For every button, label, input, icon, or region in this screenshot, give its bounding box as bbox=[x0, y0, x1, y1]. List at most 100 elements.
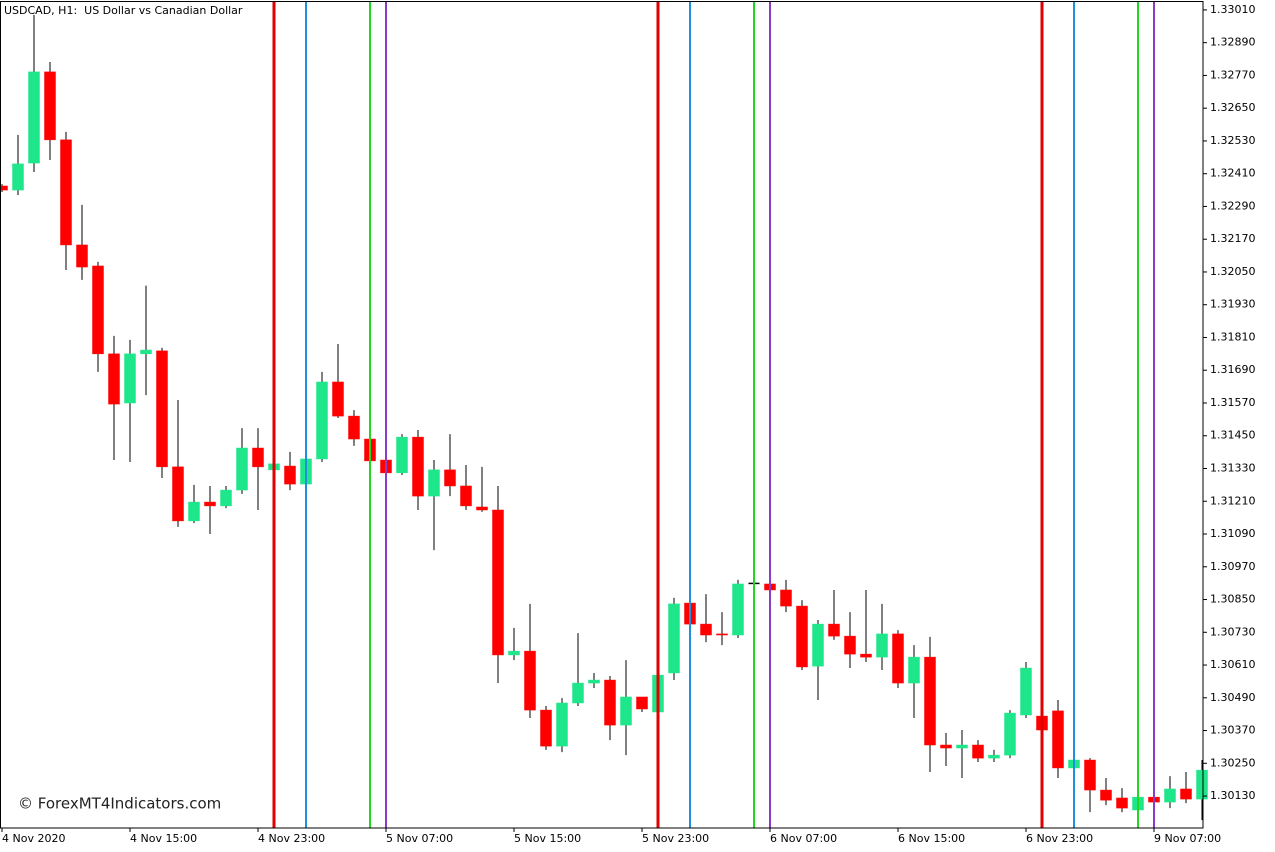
y-tick-label: 1.32530 bbox=[1210, 134, 1256, 147]
candle-body bbox=[1084, 759, 1096, 791]
candle-body bbox=[668, 603, 680, 674]
candle-body bbox=[348, 415, 360, 440]
y-tick-label: 1.31930 bbox=[1210, 298, 1256, 311]
candle-body bbox=[284, 465, 296, 485]
y-tick-label: 1.32050 bbox=[1210, 265, 1256, 278]
candle-body bbox=[620, 696, 632, 726]
plot-area bbox=[0, 2, 1208, 828]
y-tick-label: 1.30130 bbox=[1210, 789, 1256, 802]
y-tick-label: 1.32770 bbox=[1210, 68, 1256, 81]
candle-body bbox=[732, 583, 744, 636]
candle-body bbox=[140, 349, 152, 355]
candle-body bbox=[876, 633, 888, 658]
candle-body bbox=[1004, 712, 1016, 756]
candle-body bbox=[492, 509, 504, 656]
candle-body bbox=[556, 702, 568, 747]
y-tick-label: 1.31810 bbox=[1210, 330, 1256, 343]
candle-body bbox=[716, 633, 728, 636]
candle-body bbox=[1196, 769, 1208, 800]
candle-body bbox=[428, 469, 440, 497]
y-tick-label: 1.31210 bbox=[1210, 494, 1256, 507]
candle-body bbox=[172, 466, 184, 522]
candle-body bbox=[540, 709, 552, 747]
candle-body bbox=[700, 623, 712, 636]
y-tick-label: 1.32410 bbox=[1210, 167, 1256, 180]
candle-body bbox=[444, 469, 456, 487]
y-tick-label: 1.32890 bbox=[1210, 36, 1256, 49]
candle-body bbox=[108, 353, 120, 405]
x-tick-label: 4 Nov 23:00 bbox=[258, 832, 325, 845]
candle-body bbox=[220, 489, 232, 507]
y-tick-label: 1.31690 bbox=[1210, 363, 1256, 376]
candle-body bbox=[188, 501, 200, 522]
watermark: © ForexMT4Indicators.com bbox=[18, 795, 221, 813]
y-tick-label: 1.30490 bbox=[1210, 691, 1256, 704]
candle-body bbox=[604, 679, 616, 726]
candle-body bbox=[524, 650, 536, 711]
candle-body bbox=[908, 656, 920, 684]
candle-body bbox=[396, 436, 408, 474]
y-tick-label: 1.30250 bbox=[1210, 756, 1256, 769]
candle-body bbox=[1180, 788, 1192, 800]
candle-body bbox=[588, 679, 600, 684]
candle-body bbox=[860, 653, 872, 658]
candle-body bbox=[44, 71, 56, 141]
candle-body bbox=[1052, 710, 1064, 769]
candle-body bbox=[156, 350, 168, 468]
y-tick-label: 1.32650 bbox=[1210, 101, 1256, 114]
candle-body bbox=[828, 623, 840, 637]
candle-body bbox=[252, 447, 264, 468]
y-tick-label: 1.32170 bbox=[1210, 232, 1256, 245]
candle-body bbox=[572, 682, 584, 704]
y-tick-label: 1.31090 bbox=[1210, 527, 1256, 540]
candle-body bbox=[1116, 797, 1128, 809]
candle-body bbox=[924, 656, 936, 746]
x-tick-label: 4 Nov 2020 bbox=[2, 832, 65, 845]
x-tick-label: 6 Nov 23:00 bbox=[1026, 832, 1093, 845]
candle-body bbox=[12, 163, 24, 191]
candle-body bbox=[1100, 789, 1112, 801]
candle-body bbox=[892, 633, 904, 684]
candle-body bbox=[28, 71, 40, 164]
candle-body bbox=[844, 635, 856, 655]
x-tick-label: 6 Nov 15:00 bbox=[898, 832, 965, 845]
y-tick-label: 1.31450 bbox=[1210, 429, 1256, 442]
candle-body bbox=[332, 381, 344, 417]
candle-body bbox=[76, 244, 88, 268]
plot-frame bbox=[0, 1, 1204, 829]
candle-body bbox=[92, 265, 104, 355]
candle-body bbox=[780, 589, 792, 607]
candle-body bbox=[956, 744, 968, 749]
candle-body bbox=[1164, 788, 1176, 803]
x-tick-label: 5 Nov 07:00 bbox=[386, 832, 453, 845]
y-tick-label: 1.30970 bbox=[1210, 560, 1256, 573]
candle-body bbox=[796, 605, 808, 668]
candle-body bbox=[940, 744, 952, 749]
x-tick-label: 4 Nov 15:00 bbox=[130, 832, 197, 845]
y-tick-label: 1.30850 bbox=[1210, 593, 1256, 606]
candle-body bbox=[316, 381, 328, 460]
y-tick-label: 1.30370 bbox=[1210, 724, 1256, 737]
candle-body bbox=[508, 650, 520, 656]
candle-body bbox=[0, 185, 8, 191]
y-tick-label: 1.30610 bbox=[1210, 658, 1256, 671]
x-tick-label: 5 Nov 15:00 bbox=[514, 832, 581, 845]
y-tick-label: 1.32290 bbox=[1210, 199, 1256, 212]
candle-body bbox=[476, 506, 488, 511]
candle-body bbox=[988, 754, 1000, 759]
x-tick-label: 6 Nov 07:00 bbox=[770, 832, 837, 845]
candle-body bbox=[636, 696, 648, 710]
candle-body bbox=[236, 447, 248, 491]
candle-body bbox=[124, 353, 136, 404]
x-tick-label: 5 Nov 23:00 bbox=[642, 832, 709, 845]
candle-body bbox=[1020, 667, 1032, 716]
candle-body bbox=[972, 744, 984, 759]
y-tick-label: 1.30730 bbox=[1210, 625, 1256, 638]
x-tick-label: 9 Nov 07:00 bbox=[1154, 832, 1221, 845]
chart-title: USDCAD, H1: US Dollar vs Canadian Dollar bbox=[4, 4, 243, 17]
candle-body bbox=[412, 436, 424, 497]
candle-body bbox=[204, 501, 216, 507]
